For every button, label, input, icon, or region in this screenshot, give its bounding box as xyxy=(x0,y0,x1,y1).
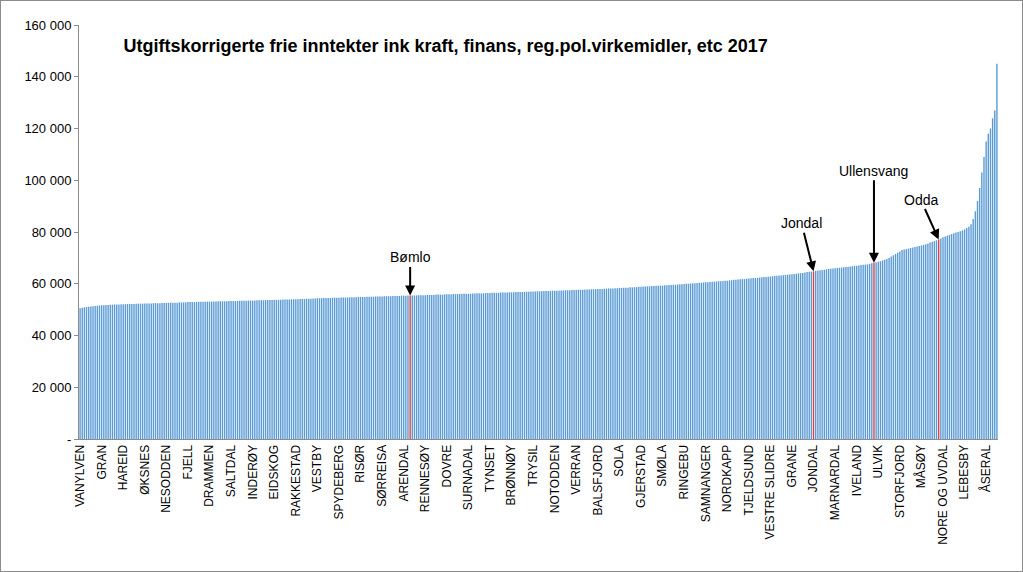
svg-text:ÅSERAL: ÅSERAL xyxy=(978,444,993,492)
svg-text:TYNSET: TYNSET xyxy=(483,444,497,492)
svg-text:100 000: 100 000 xyxy=(24,173,71,188)
svg-text:SAMNANGER: SAMNANGER xyxy=(699,444,713,522)
svg-text:ULVIK: ULVIK xyxy=(871,445,885,479)
svg-text:GJERSTAD: GJERSTAD xyxy=(634,444,648,507)
svg-text:80 000: 80 000 xyxy=(32,225,72,240)
svg-text:SPYDEBERG: SPYDEBERG xyxy=(332,445,346,520)
svg-text:SURNADAL: SURNADAL xyxy=(461,444,475,510)
svg-text:HAREID: HAREID xyxy=(116,444,130,490)
svg-text:ØKSNES: ØKSNES xyxy=(138,445,152,495)
svg-text:FJELL: FJELL xyxy=(181,444,195,479)
svg-text:SALTDAL: SALTDAL xyxy=(224,444,238,497)
svg-text:Utgiftskorrigerte frie inntekt: Utgiftskorrigerte frie inntekter ink kra… xyxy=(124,36,768,56)
svg-text:RISØR: RISØR xyxy=(353,444,367,482)
svg-text:LEBESBY: LEBESBY xyxy=(957,445,971,500)
svg-text:160 000: 160 000 xyxy=(24,18,71,33)
svg-text:RAKKESTAD: RAKKESTAD xyxy=(289,444,303,516)
svg-text:VERRAN: VERRAN xyxy=(569,445,583,495)
svg-text:ARENDAL: ARENDAL xyxy=(397,444,411,501)
svg-text:EIDSKOG: EIDSKOG xyxy=(267,445,281,500)
svg-text:GRAN: GRAN xyxy=(95,445,109,480)
svg-text:DOVRE: DOVRE xyxy=(440,445,454,488)
svg-text:VESTBY: VESTBY xyxy=(310,445,324,492)
svg-text:-: - xyxy=(67,432,71,447)
svg-text:DRAMMEN: DRAMMEN xyxy=(202,445,216,507)
svg-text:GRANE: GRANE xyxy=(785,445,799,488)
svg-text:SMØLA: SMØLA xyxy=(655,445,669,487)
svg-text:BRØNNØY: BRØNNØY xyxy=(504,445,518,506)
svg-text:BALSFJORD: BALSFJORD xyxy=(591,444,605,515)
svg-text:120 000: 120 000 xyxy=(24,121,71,136)
svg-text:Odda: Odda xyxy=(904,192,938,208)
svg-text:NORDKAPP: NORDKAPP xyxy=(720,445,734,512)
svg-text:20 000: 20 000 xyxy=(32,380,72,395)
svg-text:RINGEBU: RINGEBU xyxy=(677,445,691,500)
svg-text:Jondal: Jondal xyxy=(781,215,822,231)
svg-text:VANYLVEN: VANYLVEN xyxy=(73,445,87,507)
svg-text:SØRREISA: SØRREISA xyxy=(375,445,389,507)
svg-text:Ullensvang: Ullensvang xyxy=(839,163,908,179)
svg-text:MÅSØY: MÅSØY xyxy=(913,445,928,488)
svg-text:JONDAL: JONDAL xyxy=(806,444,820,492)
svg-text:RENNESØY: RENNESØY xyxy=(418,445,432,512)
svg-text:TRYSIL: TRYSIL xyxy=(526,444,540,486)
svg-text:NOTODDEN: NOTODDEN xyxy=(548,445,562,513)
svg-text:40 000: 40 000 xyxy=(32,328,72,343)
svg-text:140 000: 140 000 xyxy=(24,69,71,84)
svg-text:TJELDSUND: TJELDSUND xyxy=(742,444,756,515)
svg-text:VESTRE SLIDRE: VESTRE SLIDRE xyxy=(763,445,777,540)
svg-text:MARNARDAL: MARNARDAL xyxy=(828,444,842,520)
svg-text:INDERØY: INDERØY xyxy=(246,445,260,500)
svg-text:NESODDEN: NESODDEN xyxy=(159,445,173,513)
svg-text:SOLA: SOLA xyxy=(612,445,626,477)
svg-text:IVELAND: IVELAND xyxy=(850,444,864,496)
svg-text:60 000: 60 000 xyxy=(32,276,72,291)
svg-text:STORFJORD: STORFJORD xyxy=(893,444,907,517)
svg-text:NORE OG UVDAL: NORE OG UVDAL xyxy=(936,444,950,544)
svg-text:Bømlo: Bømlo xyxy=(390,249,431,265)
